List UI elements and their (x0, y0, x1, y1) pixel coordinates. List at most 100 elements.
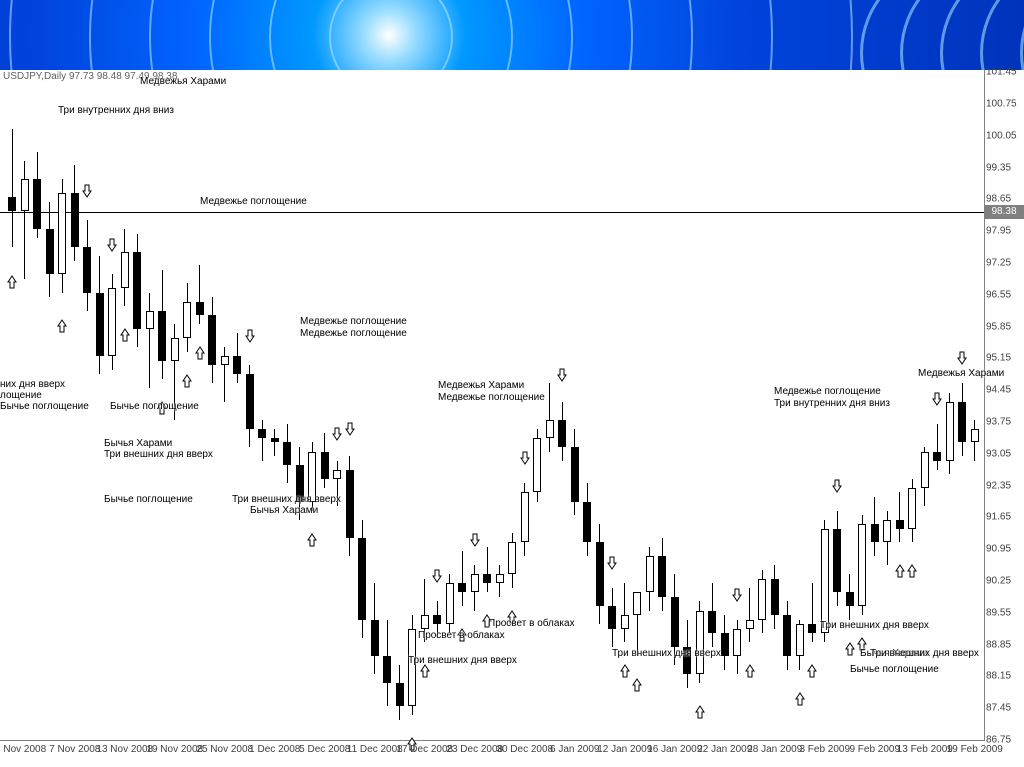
candle-body (333, 470, 341, 479)
arrow-down-icon (832, 479, 842, 493)
candle-body (496, 574, 504, 583)
arrow-up-icon (907, 564, 917, 578)
price-reference-line (0, 212, 984, 213)
candle-body (858, 524, 866, 606)
arrow-down-icon (732, 588, 742, 602)
pattern-annotation: Три внешних дня вверх (408, 655, 517, 666)
arrow-down-icon (332, 427, 342, 441)
candle-body (721, 633, 729, 656)
arrow-up-icon (420, 664, 430, 678)
date-tick: 9 Feb 2009 (849, 744, 900, 755)
date-tick: 3 Feb 2009 (799, 744, 850, 755)
pattern-annotation: Бычья Харами (104, 438, 172, 449)
candle-body (508, 542, 516, 574)
date-tick: 17 Dec 2008 (396, 744, 453, 755)
arrow-down-icon (932, 392, 942, 406)
arrow-down-icon (607, 556, 617, 570)
chart-container: USDJPY,Daily 97.73 98.48 97.49 98.38 Мед… (0, 70, 1024, 767)
arrow-down-icon (82, 184, 92, 198)
candle-body (133, 252, 141, 329)
pattern-annotation: Три внешних дня вверх (612, 648, 721, 659)
candle-body (933, 452, 941, 461)
candle-body (358, 538, 366, 620)
price-tick: 94.45 (986, 385, 1011, 396)
pattern-annotation: Медвежье поглощение (300, 316, 407, 327)
candle-body (908, 488, 916, 529)
arrow-up-icon (807, 664, 817, 678)
candle-body (246, 374, 254, 429)
arrow-up-icon (120, 328, 130, 342)
candle-wick (274, 429, 275, 456)
arrow-up-icon (632, 678, 642, 692)
candle-body (771, 579, 779, 615)
candle-body (471, 574, 479, 592)
candle-body (821, 529, 829, 633)
candle-body (421, 615, 429, 629)
price-tick: 99.35 (986, 162, 1011, 173)
pattern-annotation: Бычье поглощение (104, 494, 193, 505)
arrow-down-icon (957, 351, 967, 365)
price-axis: 86.7587.4588.1588.8589.5590.2590.9591.65… (984, 70, 1024, 740)
pattern-annotation: Медвежье поглощение (300, 328, 407, 339)
date-tick: 16 Jan 2009 (647, 744, 702, 755)
candle-body (733, 629, 741, 656)
date-tick: 11 Dec 2008 (347, 744, 403, 755)
pattern-annotation: Три внешних дня вверх (232, 494, 341, 505)
date-tick: 28 Jan 2009 (747, 744, 802, 755)
candle-wick (624, 583, 625, 642)
arrow-up-icon (620, 664, 630, 678)
pattern-annotation: Три внешних дня вверх (870, 648, 979, 659)
arrow-up-icon (307, 533, 317, 547)
arrow-up-icon (182, 374, 192, 388)
candle-body (446, 583, 454, 624)
arrow-up-icon (795, 692, 805, 706)
candle-body (8, 197, 16, 211)
candle-body (283, 442, 291, 465)
candle-wick (262, 420, 263, 461)
candlestick-chart[interactable]: Медвежья ХарамиТри внутренних дня внизМе… (0, 70, 985, 741)
pattern-annotation: Медвежье поглощение (200, 196, 307, 207)
candle-body (608, 606, 616, 629)
candle-body (58, 193, 66, 275)
arrow-up-icon (895, 564, 905, 578)
candle-body (646, 556, 654, 592)
date-tick: 23 Dec 2008 (446, 744, 503, 755)
candle-body (108, 288, 116, 356)
pattern-annotation: Просвет в облаках (488, 618, 575, 629)
candle-body (883, 520, 891, 543)
price-tick: 90.95 (986, 544, 1011, 555)
price-tick: 87.45 (986, 703, 1011, 714)
date-tick: 25 Nov 2008 (196, 744, 253, 755)
pattern-annotation: Бычье поглощение (110, 401, 199, 412)
price-tick: 100.05 (986, 130, 1017, 141)
candle-body (758, 579, 766, 620)
candle-body (396, 683, 404, 706)
current-price-marker: 98.38 (984, 205, 1024, 219)
date-tick: 6 Jan 2009 (550, 744, 600, 755)
candle-body (233, 356, 241, 374)
pattern-annotation: Просвет в облаках (418, 630, 505, 641)
candle-body (571, 447, 579, 502)
candle-wick (749, 588, 750, 643)
candle-wick (462, 551, 463, 606)
price-tick: 88.85 (986, 639, 1011, 650)
candle-body (371, 620, 379, 656)
arrow-down-icon (245, 329, 255, 343)
arrow-up-icon (7, 275, 17, 289)
candle-body (921, 452, 929, 488)
candle-body (633, 592, 641, 615)
candle-wick (199, 265, 200, 324)
candle-body (658, 556, 666, 597)
candle-body (621, 615, 629, 629)
price-tick: 95.15 (986, 353, 1011, 364)
candle-body (146, 311, 154, 329)
candle-wick (12, 129, 13, 247)
candle-body (483, 574, 491, 583)
arrow-up-icon (57, 319, 67, 333)
candle-body (583, 502, 591, 543)
price-tick: 101.45 (986, 67, 1017, 78)
candle-body (596, 542, 604, 606)
price-tick: 98.65 (986, 194, 1011, 205)
candle-body (546, 420, 554, 438)
candle-body (83, 247, 91, 292)
